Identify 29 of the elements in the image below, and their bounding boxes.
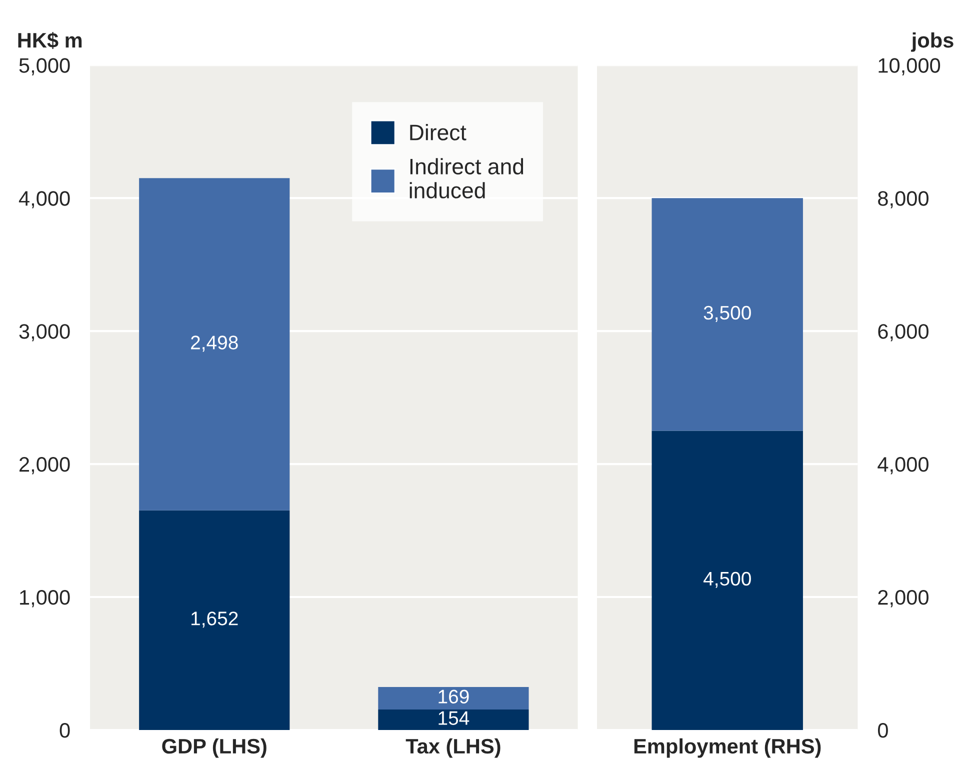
y-tick-label: 0 — [878, 723, 888, 738]
y-tick-label: 4,000 — [878, 457, 928, 474]
data-label: 1,652 — [192, 612, 238, 628]
bar — [139, 178, 290, 510]
y-tick-label: 1,000 — [20, 590, 70, 608]
data-label: 154 — [438, 711, 470, 725]
y-tick-label: 0 — [60, 723, 70, 738]
y-tick-label: 5,000 — [19, 58, 70, 76]
x-tick-label: Tax (LHS) — [406, 738, 500, 758]
y-tick-label: 8,000 — [878, 191, 928, 208]
y-axis-title: HK$ m — [18, 32, 82, 50]
bar — [378, 710, 529, 730]
y-tick-label: 3,000 — [19, 324, 70, 342]
y-axis-title: jobs — [911, 32, 954, 52]
x-tick-label: GDP (LHS) — [162, 738, 266, 758]
y-tick-label: 10,000 — [878, 58, 940, 76]
y-tick-label: 4,000 — [18, 191, 70, 208]
data-label: 4,500 — [703, 572, 751, 588]
y-tick-label: 2,000 — [878, 590, 928, 608]
data-label: 3,500 — [704, 306, 751, 322]
data-label: 169 — [438, 690, 469, 704]
bar — [378, 687, 529, 710]
x-tick-label: Employment (RHS) — [634, 738, 821, 758]
bar — [139, 510, 290, 730]
y-tick-label: 6,000 — [878, 324, 928, 342]
legend-label: Direct — [410, 124, 466, 140]
y-tick-label: 2,000 — [20, 457, 70, 474]
legend-label: Indirect and induced — [410, 158, 524, 198]
data-label: 2,498 — [191, 336, 238, 352]
